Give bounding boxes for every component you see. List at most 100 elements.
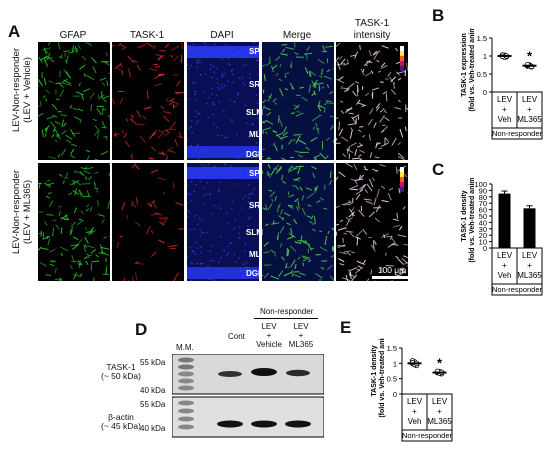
panel-a-label: A	[8, 22, 21, 41]
ladder-band	[178, 400, 194, 406]
col-label-task1: TASK-1	[129, 30, 165, 41]
row-label-ml365: LEV-Non-responder (LEV + ML365)	[11, 170, 33, 254]
row-label-vehicle: LEV-Non-responder (LEV + Vehicle)	[11, 48, 33, 132]
layer-sp-top: SP	[249, 47, 260, 56]
y-tick-label: 1	[393, 359, 397, 368]
micrograph-dapi-ml365	[187, 163, 259, 281]
blot-group-line	[254, 318, 318, 319]
y-tick-label: 0.5	[477, 70, 487, 79]
y-tick-label: 100	[474, 180, 487, 189]
marker-55-bottom: 55 kDa	[140, 400, 166, 409]
y-tick-label: 80	[479, 193, 487, 202]
col-label-intensity-2: intensity	[353, 30, 391, 41]
y-tick-label: 90	[479, 186, 487, 195]
blot-lane-vehicle: LEV + Vehicle	[256, 322, 282, 349]
category-label: Veh	[498, 271, 512, 280]
panel-d-label: D	[135, 320, 148, 339]
ladder-band	[178, 364, 194, 370]
y-axis-label: TASK-1 expression(fold vs. Veh-treated a…	[461, 28, 476, 112]
col-label-gfap: GFAP	[59, 30, 87, 41]
marker-40-bottom: 40 kDa	[140, 424, 166, 433]
ladder-band	[178, 408, 194, 414]
y-tick-label: 1	[483, 52, 487, 61]
y-tick-label: 30	[479, 225, 487, 234]
marker-40-top: 40 kDa	[140, 386, 166, 395]
actin-band-ml365	[285, 420, 311, 428]
blot-group-header: Non-responder	[260, 307, 314, 316]
scale-bar: 100 μm	[372, 265, 412, 279]
micrograph-task1-vehicle	[112, 42, 184, 160]
y-tick-label: 0.5	[387, 375, 397, 384]
ladder-band	[178, 371, 194, 377]
ladder-band	[178, 357, 194, 363]
y-tick-label: 20	[479, 231, 487, 240]
panel-b-label: B	[432, 6, 445, 25]
category-label: LEV	[522, 95, 538, 104]
col-label-intensity-1: TASK-1	[354, 18, 390, 29]
group-box	[491, 127, 543, 140]
category-label: LEV	[432, 397, 448, 406]
group-box	[491, 283, 543, 296]
task1-band-vehicle	[251, 368, 277, 376]
micrograph-intensity-ml365	[336, 163, 408, 281]
category-label: LEV	[407, 397, 423, 406]
layer-dgl-bottom: DGL	[246, 269, 263, 278]
layer-slm-bottom: SLM	[246, 228, 263, 237]
blot-lane-cont: Cont	[228, 332, 245, 341]
y-tick-label: 0	[393, 390, 397, 399]
y-tick-label: 70	[479, 199, 487, 208]
y-tick-label: 0	[483, 88, 487, 97]
group-label: Non-responder	[492, 129, 543, 138]
significance-star: *	[527, 49, 533, 64]
category-label: Veh	[498, 115, 512, 124]
bar	[498, 193, 511, 248]
ladder-band	[178, 424, 194, 430]
marker-55-top: 55 kDa	[140, 358, 166, 367]
blot-actin-label: β-actin (~ 45 kDa)	[101, 412, 141, 431]
category-label: LEV	[497, 251, 513, 260]
task1-band-ml365	[286, 369, 310, 377]
category-label: Veh	[408, 417, 422, 426]
micrograph-dapi-vehicle	[187, 42, 259, 160]
group-label: Non-responder	[402, 431, 453, 440]
micrograph-gfap-ml365	[38, 163, 110, 281]
layer-slm-top: SLM	[246, 108, 263, 117]
actin-band-cont	[217, 420, 243, 428]
y-tick-label: 10	[479, 238, 487, 247]
blot-mm-label: M.M.	[176, 343, 194, 352]
layer-ml-top: ML	[249, 130, 261, 139]
layer-dgl-top: DGL	[246, 150, 263, 159]
layer-sr-bottom: SR	[249, 201, 261, 210]
western-blot	[172, 354, 324, 438]
ladder-band	[178, 416, 194, 422]
category-label: +	[527, 261, 532, 270]
category-label: ML365	[517, 271, 542, 280]
panel-c-label: C	[432, 160, 445, 179]
y-tick-label: 0	[483, 244, 487, 253]
blot-actin-membrane	[172, 396, 324, 438]
group-label: Non-responder	[492, 285, 543, 294]
y-tick-label: 1.5	[477, 34, 487, 43]
micrograph-gfap-vehicle	[38, 42, 110, 160]
micrograph-task1-ml365	[112, 163, 184, 281]
micrograph-merge-ml365	[262, 163, 334, 281]
y-axis-label: TASK-1 density(fold vs. Veh-treated anim…	[461, 178, 476, 263]
blot-lane-ml365: LEV + ML365	[288, 322, 314, 349]
category-label: +	[437, 407, 442, 416]
category-label: ML365	[517, 115, 542, 124]
col-label-merge: Merge	[282, 30, 312, 41]
actin-band-vehicle	[251, 420, 277, 428]
scale-bar-line	[372, 276, 412, 279]
scale-bar-label: 100 μm	[377, 265, 407, 275]
micrograph-intensity-vehicle	[336, 42, 408, 160]
category-label: LEV	[497, 95, 513, 104]
layer-sr-top: SR	[249, 80, 261, 89]
y-axis-label: TASK-1 density(fold vs. Veh-treated anim…	[371, 338, 386, 418]
y-tick-label: 40	[479, 218, 487, 227]
category-label: LEV	[522, 251, 538, 260]
micrograph-merge-vehicle	[262, 42, 334, 160]
y-tick-label: 50	[479, 212, 487, 221]
